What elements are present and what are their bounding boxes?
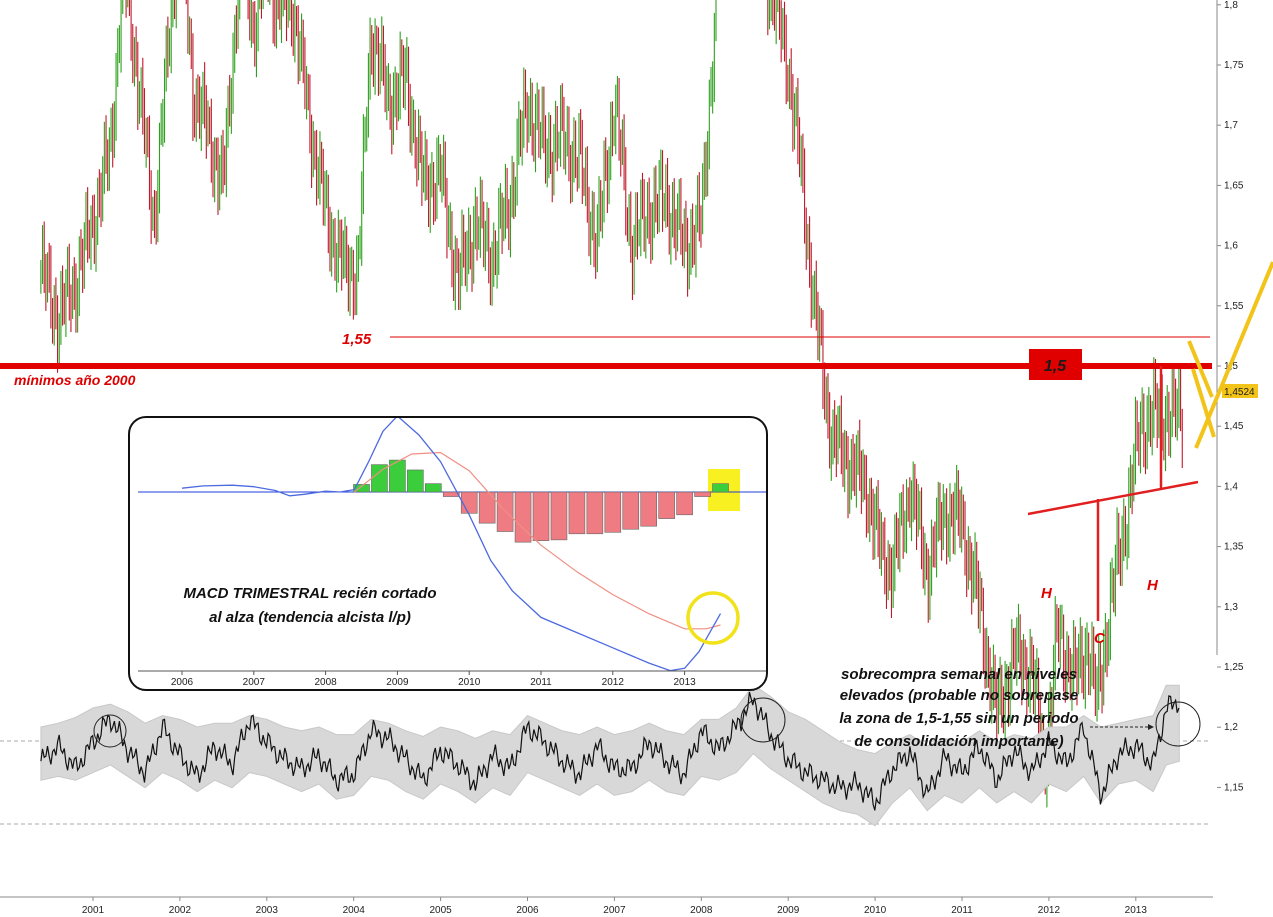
price-tick-label: 1,6 <box>1224 241 1238 252</box>
osc-circle-2001 <box>93 714 127 748</box>
macd-x-tick-label: 2012 <box>602 677 625 688</box>
macd-bar <box>514 491 532 543</box>
price-tick-label: 1,45 <box>1224 421 1244 432</box>
yellow-line-3 <box>1194 261 1273 449</box>
x-tick-label: 2009 <box>777 905 800 916</box>
osc-circle-2013 <box>1155 701 1201 747</box>
min-2000-label: mínimos año 2000 <box>14 372 136 388</box>
macd-bar <box>460 491 478 514</box>
overbought-line-4: de consolidación importante) <box>854 733 1063 750</box>
macd-bar <box>532 491 550 541</box>
price-tick-label: 1,8 <box>1224 0 1238 11</box>
x-tick-label: 2005 <box>429 905 452 916</box>
x-tick-label: 2010 <box>864 905 887 916</box>
macd-bar <box>424 483 442 493</box>
current-price-badge <box>1222 384 1258 398</box>
x-tick-label: 2008 <box>690 905 713 916</box>
macd-bar <box>568 491 586 535</box>
current-price-label: 1,4524 <box>1224 387 1255 398</box>
price-tick-label: 1,55 <box>1224 301 1244 312</box>
oscillator-band <box>40 684 1180 827</box>
price-tick-label: 1,65 <box>1224 180 1244 191</box>
x-tick-label: 2012 <box>1038 905 1061 916</box>
macd-bar <box>442 491 460 497</box>
c-label: C <box>1094 630 1106 647</box>
price-tick-label: 1,3 <box>1224 602 1238 613</box>
x-tick-label: 2001 <box>82 905 105 916</box>
price-tick-label: 1,25 <box>1224 662 1244 673</box>
macd-line <box>181 415 722 672</box>
macd-x-tick-label: 2011 <box>530 677 552 688</box>
macd-bar <box>694 491 711 497</box>
yellow-line-1 <box>1187 340 1214 398</box>
x-tick-label: 2004 <box>343 905 366 916</box>
x-tick-label: 2003 <box>256 905 279 916</box>
macd-annotation-line2: al alza (tendencia alcista l/p) <box>209 609 411 626</box>
level-155-label: 1,55 <box>342 331 372 348</box>
macd-x-tick-label: 2007 <box>243 677 266 688</box>
macd-bar <box>586 491 604 535</box>
osc-circle-2008 <box>740 697 786 743</box>
price-tick-label: 1,15 <box>1224 782 1244 793</box>
price-series <box>40 0 1183 808</box>
x-tick-label: 2002 <box>169 905 192 916</box>
overbought-annotation: sobrecompra semanal en niveles elevados … <box>839 666 1078 750</box>
x-tick-label: 2011 <box>951 905 973 916</box>
price-tick-label: 1,4 <box>1224 481 1238 492</box>
price-tick-label: 1,75 <box>1224 60 1244 71</box>
macd-inset: 2006 2007 2008 2009 2010 2011 2012 2013 MACD TR… <box>128 415 768 691</box>
price-tick-label: 1,7 <box>1224 120 1238 131</box>
macd-bar <box>622 491 640 530</box>
overbought-line-1: sobrecompra semanal en niveles <box>841 666 1077 683</box>
macd-x-tick-label: 2009 <box>386 677 409 688</box>
overbought-line-2: elevados (probable no sobrepase <box>840 687 1078 704</box>
level-15-label: 1,5 <box>1044 358 1067 375</box>
x-tick-label: 2006 <box>516 905 539 916</box>
macd-x-tick-label: 2008 <box>314 677 337 688</box>
x-axis-labels: 2001 2002 2003 2004 2005 2006 2007 2008 2009 2010… <box>82 897 1147 916</box>
macd-bar <box>640 491 658 527</box>
h-right-label: H <box>1147 577 1159 594</box>
overbought-line-3: la zona de 1,5-1,55 sin un periodo <box>839 710 1078 727</box>
price-tick-label: 1,2 <box>1224 722 1238 733</box>
macd-x-axis: 2006 2007 2008 2009 2010 2011 2012 2013 <box>171 671 696 688</box>
osc-arrow-head <box>1148 724 1154 730</box>
macd-bar <box>478 491 496 524</box>
price-tick-label: 1,35 <box>1224 542 1244 553</box>
macd-bar <box>550 491 568 541</box>
h-left-label: H <box>1041 585 1053 602</box>
x-tick-label: 2007 <box>603 905 626 916</box>
macd-x-tick-label: 2006 <box>171 677 194 688</box>
macd-histogram <box>353 459 729 543</box>
macd-annotation-line1: MACD TRIMESTRAL recién cortado <box>183 585 436 602</box>
macd-bar <box>407 469 424 493</box>
macd-chart: 2006 2007 2008 2009 2010 2011 2012 2013 MACD TR… <box>138 415 766 688</box>
macd-bar <box>389 459 406 493</box>
level-15-badge <box>1029 349 1082 380</box>
macd-bar <box>712 483 729 493</box>
macd-cross-circle <box>686 591 740 645</box>
macd-bar <box>353 484 370 493</box>
macd-signal-line <box>353 451 721 630</box>
x-tick-label: 2013 <box>1125 905 1148 916</box>
macd-bar <box>658 491 675 519</box>
macd-x-tick-label: 2013 <box>673 677 696 688</box>
macd-x-tick-label: 2010 <box>458 677 481 688</box>
macd-bar <box>604 491 622 533</box>
yellow-line-2 <box>1191 368 1216 438</box>
oscillator-line <box>40 691 1180 811</box>
macd-bar <box>676 491 693 516</box>
neckline <box>1027 480 1199 516</box>
